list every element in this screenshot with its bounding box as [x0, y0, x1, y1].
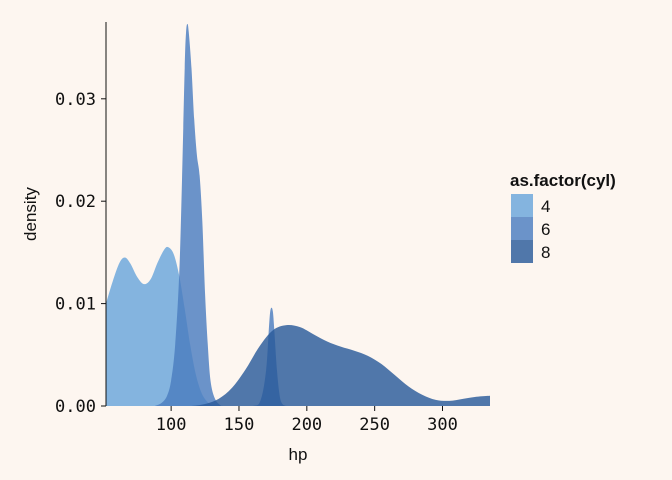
- plot-areas: [106, 24, 491, 407]
- x-axis-title: hp: [289, 445, 308, 464]
- x-tick-label: 250: [359, 415, 390, 435]
- x-tick-label: 100: [156, 415, 187, 435]
- x-tick-label: 300: [427, 415, 458, 435]
- y-axis-ticks: 0.00 0.01 0.02 0.03: [55, 90, 106, 417]
- legend-swatch-cyl-4: [511, 194, 533, 217]
- legend-swatch-cyl-6: [511, 217, 533, 240]
- x-tick-label: 150: [224, 415, 255, 435]
- legend-label: 6: [541, 220, 550, 239]
- y-tick-label: 0.02: [55, 192, 96, 212]
- density-area-cyl-8: [191, 324, 491, 406]
- legend: as.factor(cyl) 4 6 8: [510, 171, 616, 263]
- legend-label: 4: [541, 197, 550, 216]
- y-tick-label: 0.03: [55, 90, 96, 110]
- x-axis-ticks: 100 150 200 250 300: [156, 406, 458, 435]
- legend-items: 4 6 8: [511, 194, 550, 263]
- y-tick-label: 0.00: [55, 397, 96, 417]
- y-axis-title: density: [21, 187, 40, 241]
- density-area-cyl-6: [154, 24, 287, 407]
- legend-title: as.factor(cyl): [510, 171, 616, 190]
- legend-label: 8: [541, 243, 550, 262]
- y-tick-label: 0.01: [55, 295, 96, 315]
- x-tick-label: 200: [291, 415, 322, 435]
- legend-swatch-cyl-8: [511, 240, 533, 263]
